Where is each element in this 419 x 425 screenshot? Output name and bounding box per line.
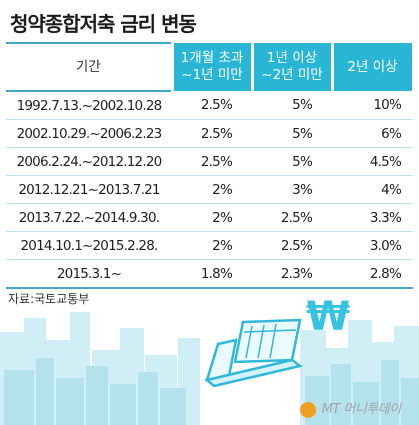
table-row: 2014.10.1~2015.2.28. 2% 2.5% 3.0%: [6, 231, 413, 260]
period-cell: 2002.10.29.~2006.2.23: [6, 119, 172, 148]
table-header-row: 기간 1개월 초과 ~1년 미만 1년 이상 ~2년 미만 2년 이상: [6, 42, 415, 92]
period-cell: 1992.7.13.~2002.10.28: [6, 91, 172, 120]
rate-cell: 4.5%: [332, 147, 413, 176]
header-1year-2year-line1: 1년 이상: [266, 50, 318, 66]
rate-cell: 2.5%: [172, 119, 252, 148]
rate-cell: 3.0%: [332, 231, 413, 260]
header-over-2year: 2년 이상: [330, 43, 415, 91]
source-note: 자료:국토교통부: [8, 292, 90, 306]
period-cell: 2006.2.24.~2012.12.20: [6, 147, 172, 176]
header-1month-1year-line1: 1개월 초과: [180, 50, 244, 66]
laptop-icon: [204, 318, 303, 388]
header-period: 기간: [6, 42, 172, 92]
won-symbol-icon: ₩: [306, 300, 350, 340]
header-1year-2year: 1년 이상 ~2년 미만: [250, 43, 334, 91]
rate-cell: 5%: [252, 147, 332, 176]
rate-cell: 3.3%: [332, 203, 413, 232]
rate-cell: 2%: [172, 203, 252, 232]
table-row: 2015.3.1~ 1.8% 2.3% 2.8%: [6, 259, 413, 289]
rate-cell: 2.5%: [252, 231, 332, 260]
rate-cell: 5%: [252, 119, 332, 148]
rate-cell: 1.8%: [172, 259, 252, 289]
rate-cell: 2%: [172, 231, 252, 260]
rate-cell: 2.3%: [252, 259, 332, 289]
rate-cell: 6%: [332, 119, 413, 148]
table-row: 2012.12.21~2013.7.21 2% 3% 4%: [6, 175, 413, 204]
rate-cell: 2.5%: [172, 91, 252, 120]
interest-rate-table: 기간 1개월 초과 ~1년 미만 1년 이상 ~2년 미만 2년 이상 1992…: [6, 42, 415, 289]
logo-mark-icon: [300, 401, 316, 418]
period-cell: 2013.7.22.~2014.9.30.: [6, 203, 172, 232]
rate-cell: 4%: [332, 175, 413, 204]
rate-cell: 2.8%: [332, 259, 413, 289]
table-row: 1992.7.13.~2002.10.28 2.5% 5% 10%: [6, 91, 413, 120]
skyline-front-buildings: [4, 358, 419, 425]
rate-cell: 3%: [252, 175, 332, 204]
rate-cell: 10%: [332, 91, 413, 120]
rate-cell: 2.5%: [252, 203, 332, 232]
mt-logo: MT 머니투데이: [300, 398, 401, 418]
table-row: 2006.2.24.~2012.12.20 2.5% 5% 4.5%: [6, 147, 413, 176]
table-row: 2013.7.22.~2014.9.30. 2% 2.5% 3.3%: [6, 203, 413, 232]
period-cell: 2015.3.1~: [6, 259, 172, 289]
rate-cell: 2%: [172, 175, 252, 204]
table-row: 2002.10.29.~2006.2.23 2.5% 5% 6%: [6, 119, 413, 148]
city-skyline-illustration: ₩: [0, 300, 419, 425]
header-1month-1year-line2: ~1년 미만: [181, 67, 243, 83]
period-cell: 2014.10.1~2015.2.28.: [6, 231, 172, 260]
period-cell: 2012.12.21~2013.7.21: [6, 175, 172, 204]
page-title: 청약종합저축 금리 변동: [10, 12, 197, 36]
logo-text: MT 머니투데이: [321, 402, 402, 417]
header-1month-1year: 1개월 초과 ~1년 미만: [170, 43, 254, 91]
rate-cell: 5%: [252, 91, 332, 120]
rate-cell: 2.5%: [172, 147, 252, 176]
header-1year-2year-line2: ~2년 미만: [261, 67, 323, 83]
